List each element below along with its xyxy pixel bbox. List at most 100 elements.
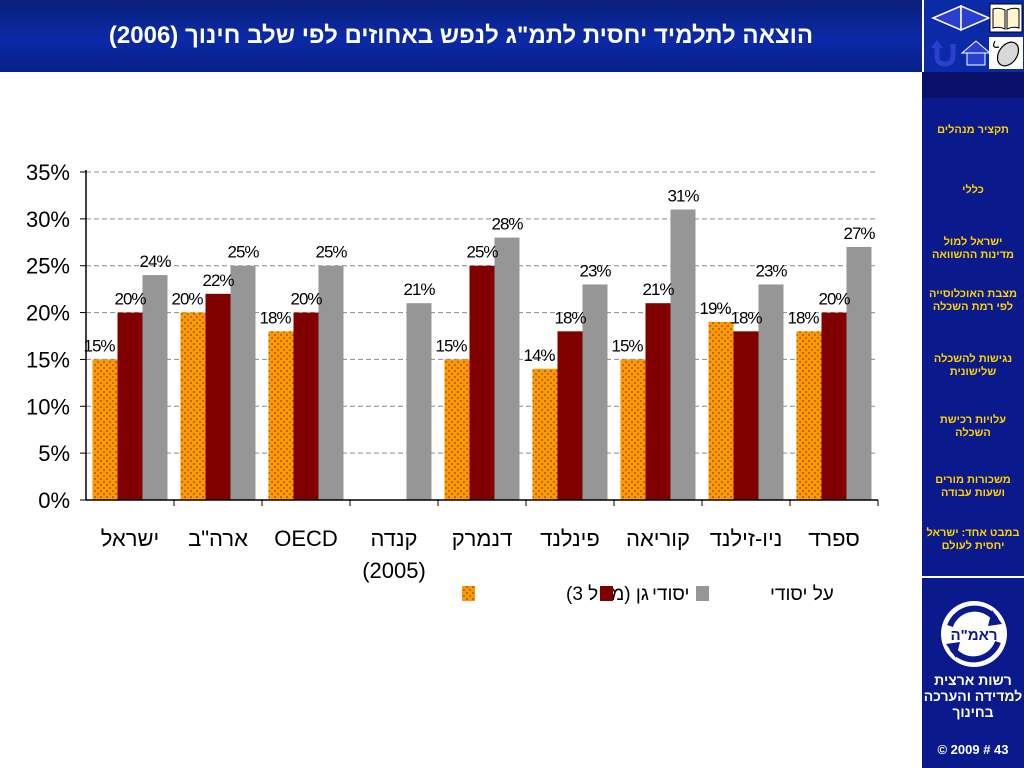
y-tick-label: 35% bbox=[26, 160, 70, 185]
bar bbox=[293, 312, 319, 500]
sidebar-item-at-a-glance[interactable]: במבט אחד: ישראל יחסית לעולם bbox=[926, 527, 1020, 552]
value-label: 18% bbox=[554, 308, 586, 327]
x-tick-label: OECD bbox=[274, 526, 338, 551]
value-label: 18% bbox=[730, 308, 762, 327]
bar bbox=[708, 321, 734, 500]
legend-label: יסודי bbox=[652, 584, 689, 605]
mouse-icon[interactable] bbox=[986, 37, 1024, 69]
value-label: 25% bbox=[227, 243, 259, 262]
sidebar-item-education-costs[interactable]: עלויות רכישת השכלה bbox=[939, 414, 1007, 439]
value-label: 23% bbox=[579, 261, 611, 280]
forward-arrow-icon[interactable] bbox=[954, 2, 994, 34]
bar bbox=[758, 284, 784, 500]
bar bbox=[469, 265, 495, 500]
bar bbox=[582, 284, 608, 500]
legend-label: על יסודי bbox=[770, 584, 834, 605]
value-label: 15% bbox=[83, 336, 115, 355]
bar bbox=[92, 359, 118, 500]
x-axis-labels: ישראל ארה"ב OECD קנדה (2005) דנמרק פינלנד קוריא… bbox=[101, 526, 860, 583]
value-label: 20% bbox=[290, 290, 322, 309]
legend-swatch bbox=[600, 586, 613, 601]
bar bbox=[318, 265, 344, 500]
legend-swatch bbox=[696, 586, 709, 601]
legend-swatch bbox=[462, 586, 475, 601]
x-tick-label: ישראל bbox=[101, 526, 160, 551]
value-label: 24% bbox=[139, 252, 171, 271]
value-label: 15% bbox=[611, 336, 643, 355]
value-label: 20% bbox=[171, 290, 203, 309]
bar bbox=[821, 312, 847, 500]
bar bbox=[268, 331, 294, 500]
axes bbox=[85, 170, 879, 506]
bar bbox=[205, 293, 231, 500]
bar bbox=[733, 331, 759, 500]
bar bbox=[796, 331, 822, 500]
value-labels: 15%20%24%20%22%25%18%20%25%21%15%25%28%1… bbox=[83, 186, 876, 365]
sidebar-item-general[interactable]: כללי bbox=[962, 184, 984, 196]
value-label: 20% bbox=[818, 290, 850, 309]
header-bar: הוצאה לתלמיד יחסית לתמ"ג לנפש באחוזים לפ… bbox=[0, 0, 922, 72]
bar bbox=[670, 209, 696, 500]
y-tick-label: 5% bbox=[38, 441, 70, 466]
x-tick-label-sub: (2005) bbox=[362, 558, 426, 583]
bar bbox=[117, 312, 143, 500]
value-label: 18% bbox=[259, 308, 291, 327]
x-tick-label: קוריאה bbox=[626, 526, 690, 551]
bar-chart: 0%5%10%15%20%25%30%35% 15%20%24%20%22%25… bbox=[26, 160, 879, 605]
y-tick-label: 0% bbox=[38, 488, 70, 513]
y-axis-labels: 0% 5% 10% 15% 20% 25% 30% 35% bbox=[26, 160, 70, 513]
bar bbox=[846, 246, 872, 500]
bar bbox=[557, 331, 583, 500]
x-tick-label: ספרד bbox=[808, 526, 860, 551]
value-label: 19% bbox=[699, 299, 731, 318]
sidebar-divider bbox=[922, 576, 1024, 578]
y-tick-label: 25% bbox=[26, 254, 70, 279]
book-icon[interactable] bbox=[986, 2, 1024, 34]
organization-name: רשות ארצית למדידה והערכה בחינוך bbox=[923, 672, 1023, 720]
bar bbox=[230, 265, 256, 500]
sidebar: תקציר מנהלים כללי ישראל למול מדינות ההשו… bbox=[922, 72, 1024, 768]
value-label: 14% bbox=[523, 346, 555, 365]
value-label: 31% bbox=[667, 186, 699, 205]
y-tick-label: 15% bbox=[26, 347, 70, 372]
bar bbox=[620, 359, 646, 500]
x-tick-label: קנדה bbox=[370, 526, 417, 551]
legend: גן (מגיל 3) יסודי על יסודי bbox=[462, 584, 834, 605]
value-label: 27% bbox=[843, 224, 875, 243]
logo-text: ראמ"ה bbox=[950, 627, 997, 644]
sidebar-item-tertiary-access[interactable]: נגישות להשכלה שלישונית bbox=[933, 353, 1013, 378]
page-title: הוצאה לתלמיד יחסית לתמ"ג לנפש באחוזים לפ… bbox=[108, 22, 814, 49]
value-label: 21% bbox=[642, 280, 674, 299]
value-label: 20% bbox=[114, 290, 146, 309]
sidebar-item-population-education[interactable]: מצבת האוכלוסייה לפי רמת השכלה bbox=[929, 288, 1017, 313]
y-tick-label: 20% bbox=[26, 301, 70, 326]
bar bbox=[532, 368, 558, 500]
value-label: 18% bbox=[787, 308, 819, 327]
bar bbox=[494, 237, 520, 500]
value-label: 23% bbox=[755, 261, 787, 280]
value-label: 22% bbox=[202, 271, 234, 290]
home-icon[interactable] bbox=[956, 37, 996, 69]
bar bbox=[444, 359, 470, 500]
bars bbox=[92, 209, 872, 500]
x-tick-label: דנמרק bbox=[452, 526, 513, 551]
sidebar-item-executive-summary[interactable]: תקציר מנהלים bbox=[937, 124, 1009, 136]
value-label: 25% bbox=[466, 243, 498, 262]
y-tick-label: 10% bbox=[26, 394, 70, 419]
x-tick-label: פינלנד bbox=[540, 526, 600, 551]
return-icon[interactable] bbox=[926, 37, 966, 69]
sidebar-top-strip bbox=[922, 72, 1024, 98]
value-label: 25% bbox=[315, 243, 347, 262]
x-tick-label: ניו-זילנד bbox=[710, 526, 783, 551]
bar bbox=[142, 275, 168, 500]
sidebar-item-israel-vs-comparison[interactable]: ישראל למול מדינות ההשוואה bbox=[931, 236, 1015, 261]
y-tick-label: 30% bbox=[26, 207, 70, 232]
x-tick-label: ארה"ב bbox=[188, 526, 248, 551]
bar bbox=[180, 312, 206, 500]
value-label: 21% bbox=[403, 280, 435, 299]
bar bbox=[645, 303, 671, 500]
bar bbox=[406, 303, 432, 500]
value-label: 28% bbox=[491, 215, 523, 234]
slide-footer: © 2009 # 43 bbox=[937, 742, 1009, 757]
sidebar-item-teacher-salaries[interactable]: משכורות מורים ושעות עבודה bbox=[935, 474, 1011, 499]
